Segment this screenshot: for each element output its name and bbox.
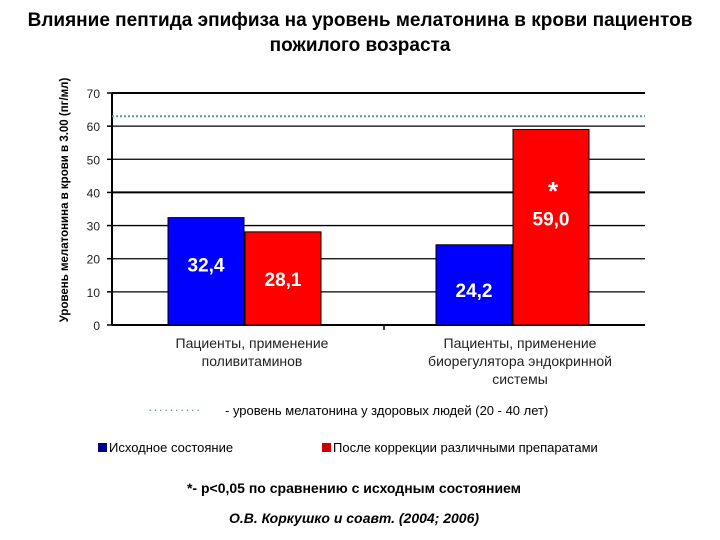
y-tick-label: 40 — [87, 186, 101, 200]
y-tick-label: 10 — [87, 286, 101, 300]
y-tick-label: 20 — [87, 253, 101, 267]
y-tick-label: 30 — [87, 220, 101, 234]
y-tick-label: 70 — [87, 87, 101, 101]
legend-label: Исходное состояние — [109, 440, 234, 455]
category-label: Пациенты, применение — [444, 335, 597, 351]
data-label: 59,0 — [533, 209, 570, 230]
category-label: системы — [492, 371, 548, 387]
category-label: поливитаминов — [202, 353, 303, 369]
y-tick-label: 0 — [93, 319, 100, 333]
citation: О.В. Коркушко и соавт. (2004; 2006) — [228, 510, 480, 526]
bar — [435, 244, 513, 326]
y-tick-label: 50 — [87, 153, 101, 167]
legend-item-after: После коррекции различными препаратами — [322, 440, 598, 455]
footnote: *- p<0,05 по сравнению с исходным состоя… — [186, 480, 522, 496]
significance-asterisk: * — [548, 176, 559, 206]
legend-swatch-blue — [98, 443, 107, 452]
chart-title: Влияние пептида эпифиза на уровень мелат… — [27, 10, 693, 56]
legend-swatch-red — [322, 443, 331, 452]
data-label: 24,2 — [456, 281, 493, 302]
legend-label: После коррекции различными препаратами — [333, 440, 598, 455]
bar — [167, 217, 245, 326]
legend-reference-label: - уровень мелатонина у здоровых людей (2… — [225, 403, 549, 418]
bar — [244, 231, 322, 326]
y-tick-label: 60 — [87, 120, 101, 134]
bar — [512, 128, 590, 326]
legend-item-baseline: Исходное состояние — [98, 440, 233, 455]
legend-reference-swatch: ·········· — [148, 402, 202, 417]
data-label: 28,1 — [265, 270, 302, 291]
category-label: биорегулятора эндокринной — [428, 353, 612, 369]
y-axis-label: Уровень мелатонина в крови в 3.00 (пг/мл… — [59, 78, 71, 323]
category-label: Пациенты, применение — [176, 335, 329, 351]
data-label: 32,4 — [188, 256, 225, 277]
